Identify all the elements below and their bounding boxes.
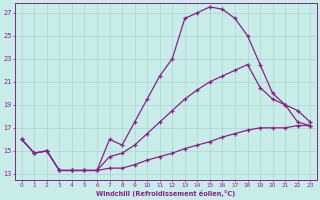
X-axis label: Windchill (Refroidissement éolien,°C): Windchill (Refroidissement éolien,°C)	[96, 190, 236, 197]
